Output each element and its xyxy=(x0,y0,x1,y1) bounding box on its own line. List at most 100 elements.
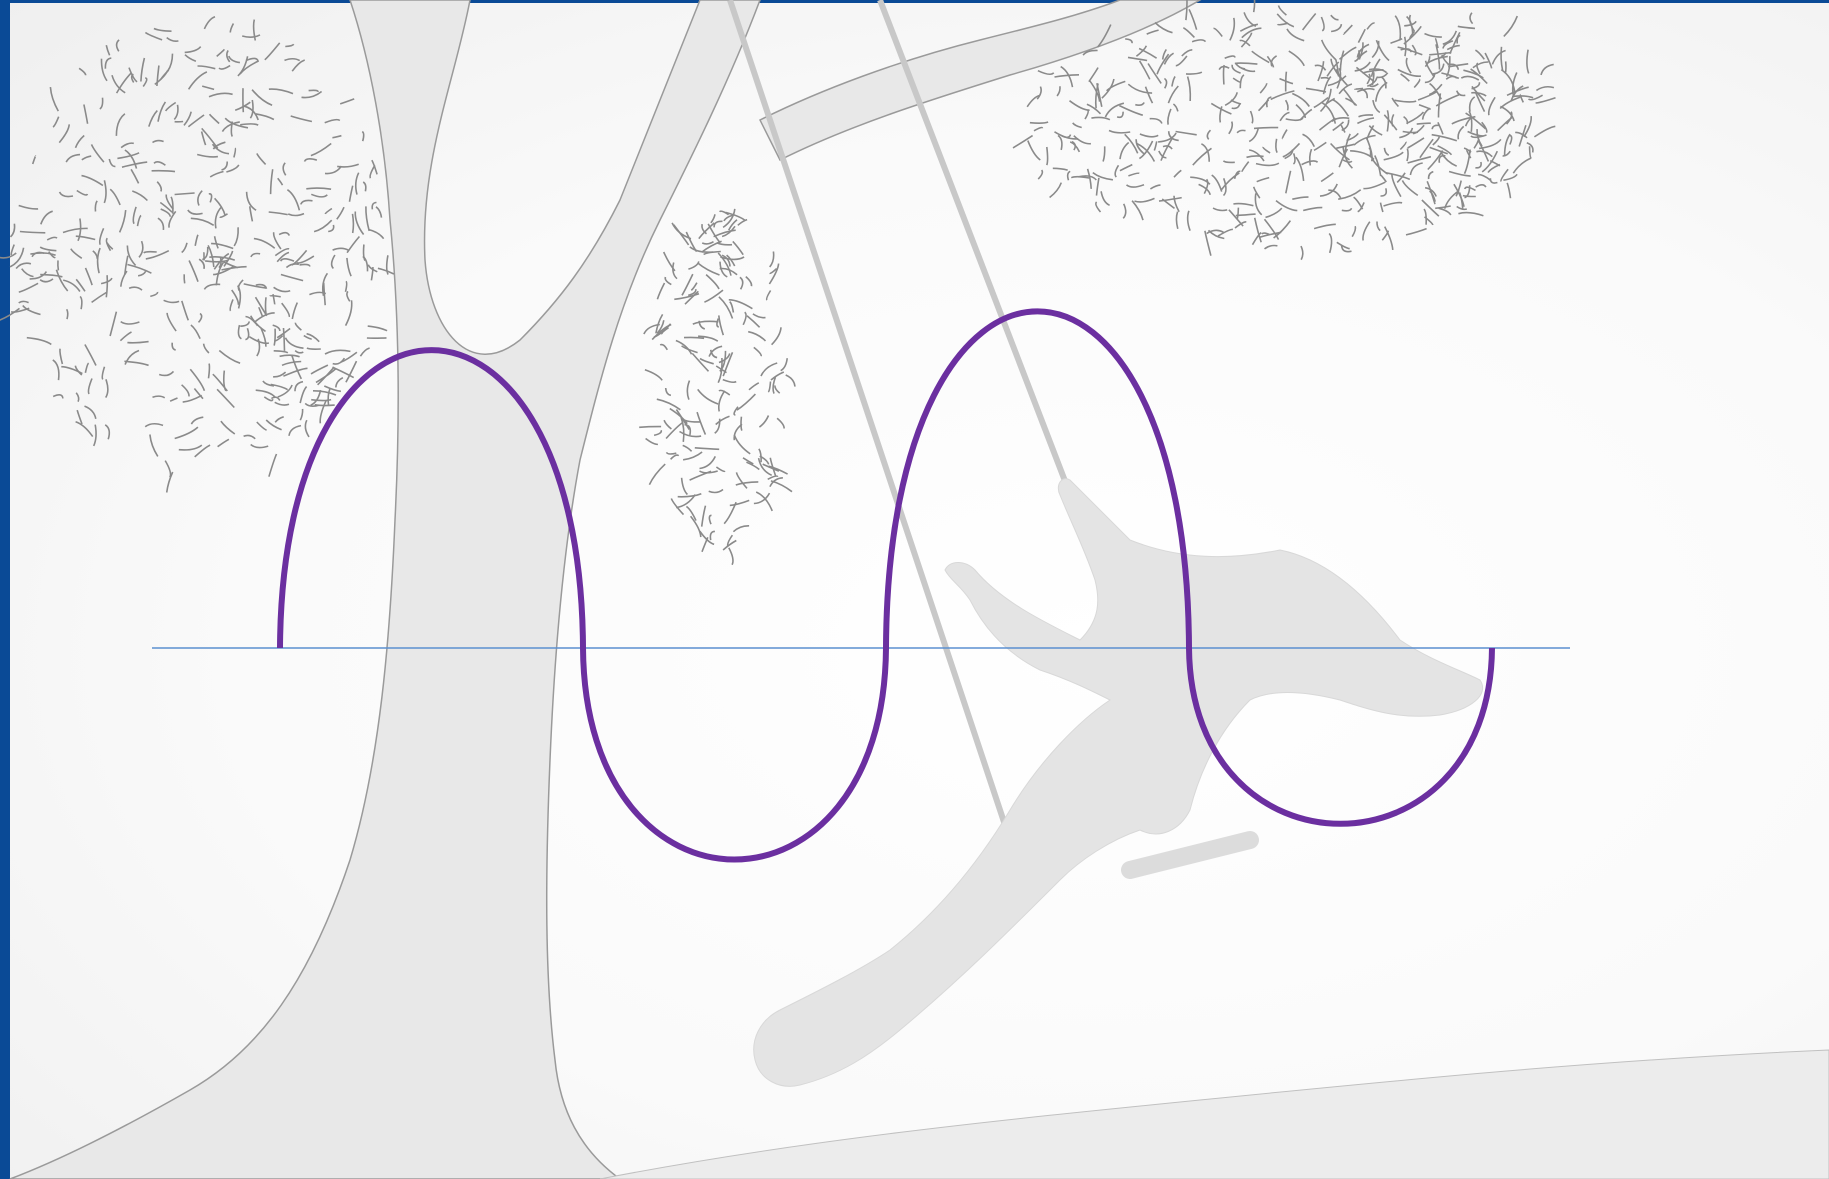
leaf-scribble xyxy=(1300,245,1304,261)
leaf-scribble xyxy=(127,340,149,344)
leaf-scribble xyxy=(1317,61,1325,82)
leaf-scribble xyxy=(1535,96,1556,104)
leaf-scribble xyxy=(1286,28,1305,42)
leaf-scribble xyxy=(1154,21,1173,34)
leaf-scribble xyxy=(704,289,724,303)
leaf-scribble xyxy=(106,242,114,250)
leaf-scribble xyxy=(1481,150,1499,173)
leaf-scribble xyxy=(190,324,201,340)
leaf-scribble xyxy=(216,48,226,58)
leaf-scribble xyxy=(732,524,750,533)
leaf-scribble xyxy=(190,217,215,226)
leaf-scribble xyxy=(1445,56,1451,78)
leaf-scribble xyxy=(1104,102,1125,118)
leaf-scribble xyxy=(1500,68,1516,92)
leaf-scribble xyxy=(149,434,159,457)
leaf-scribble xyxy=(1385,171,1411,181)
leaf-scribble xyxy=(346,257,352,277)
leaf-scribble xyxy=(1403,36,1407,57)
leaf-scribble xyxy=(718,210,730,216)
leaf-scribble xyxy=(1358,42,1364,59)
leaf-scribble xyxy=(264,42,281,61)
leaf-scribble xyxy=(1391,97,1399,108)
leaf-scribble xyxy=(245,191,257,211)
leaf-scribble xyxy=(1060,65,1074,88)
leaf-scribble xyxy=(1523,116,1533,138)
leaf-scribble xyxy=(274,401,290,406)
leaf-scribble xyxy=(167,53,174,72)
leaf-scribble xyxy=(118,210,127,233)
leaf-scribble xyxy=(306,347,321,350)
leaf-scribble xyxy=(1183,27,1195,38)
leaf-scribble xyxy=(120,320,140,325)
leaf-scribble xyxy=(639,425,662,429)
leaf-scribble xyxy=(1341,119,1350,132)
leaf-scribble xyxy=(1505,111,1513,125)
leaf-scribble xyxy=(1363,181,1386,190)
leaf-scribble xyxy=(679,430,702,438)
leaf-scribble xyxy=(1257,99,1270,112)
leaf-scribble xyxy=(677,493,702,498)
leaf-scribble xyxy=(9,223,16,238)
leaf-scribble xyxy=(144,422,164,428)
leaf-scribble xyxy=(253,237,276,249)
leaf-scribble xyxy=(319,400,327,424)
leaf-scribble xyxy=(214,206,222,229)
leaf-scribble xyxy=(264,297,267,315)
leaf-scribble xyxy=(1383,201,1403,207)
leaf-scribble xyxy=(1279,111,1290,122)
leaf-scribble xyxy=(1335,69,1349,87)
leaf-scribble xyxy=(1161,48,1167,60)
leaf-scribble xyxy=(200,131,207,146)
leaf-scribble xyxy=(1167,108,1172,125)
leaf-scribble xyxy=(120,270,128,287)
leaf-scribble xyxy=(211,143,230,155)
leaf-scribble xyxy=(665,421,684,440)
leaf-scribble xyxy=(103,180,107,204)
leaf-scribble xyxy=(1506,182,1512,199)
leaf-scribble xyxy=(15,262,32,270)
wave-curve xyxy=(277,308,1495,863)
leaf-scribble xyxy=(223,250,234,267)
leaf-scribble xyxy=(723,501,737,525)
leaf-scribble xyxy=(701,241,714,245)
leaf-scribble xyxy=(282,327,286,351)
leaf-scribble xyxy=(263,396,274,402)
leaf-scribble xyxy=(58,124,70,144)
leaf-scribble xyxy=(124,360,149,367)
leaf-scribble xyxy=(209,170,224,178)
leaf-scribble xyxy=(703,250,721,256)
leaf-scribble xyxy=(1228,121,1234,135)
leaf-scribble xyxy=(153,27,172,32)
leaf-scribble xyxy=(84,362,90,373)
leaf-scribble xyxy=(1475,161,1482,169)
leaf-scribble xyxy=(721,225,736,238)
leaf-scribble xyxy=(221,161,229,171)
leaf-scribble xyxy=(1181,49,1193,57)
leaf-scribble xyxy=(757,457,773,477)
leaf-scribble xyxy=(273,350,289,354)
leaf-scribble xyxy=(1400,73,1410,82)
leaf-scribble xyxy=(304,419,310,438)
leaf-scribble xyxy=(1222,178,1227,197)
leaf-scribble xyxy=(722,539,737,551)
leaf-scribble xyxy=(1163,77,1168,89)
leaf-scribble xyxy=(1243,12,1257,28)
leaf-scribble xyxy=(245,328,250,341)
leaf-scribble xyxy=(181,242,188,254)
slide-frame-top xyxy=(0,0,1829,3)
leaf-scribble xyxy=(1471,82,1481,90)
leaf-scribble xyxy=(100,277,113,285)
leaf-scribble xyxy=(194,444,211,458)
leaf-scribble xyxy=(719,350,727,372)
leaf-scribble xyxy=(1417,91,1437,101)
leaf-scribble xyxy=(1241,161,1250,172)
leaf-scribble xyxy=(204,259,229,263)
leaf-scribble xyxy=(115,113,126,136)
leaf-scribble xyxy=(1173,195,1180,213)
leaf-scribble xyxy=(324,349,351,355)
leaf-scribble xyxy=(219,213,228,219)
leaf-scribble xyxy=(351,213,355,234)
leaf-scribble xyxy=(165,194,174,210)
leaf-scribble xyxy=(1390,37,1403,44)
